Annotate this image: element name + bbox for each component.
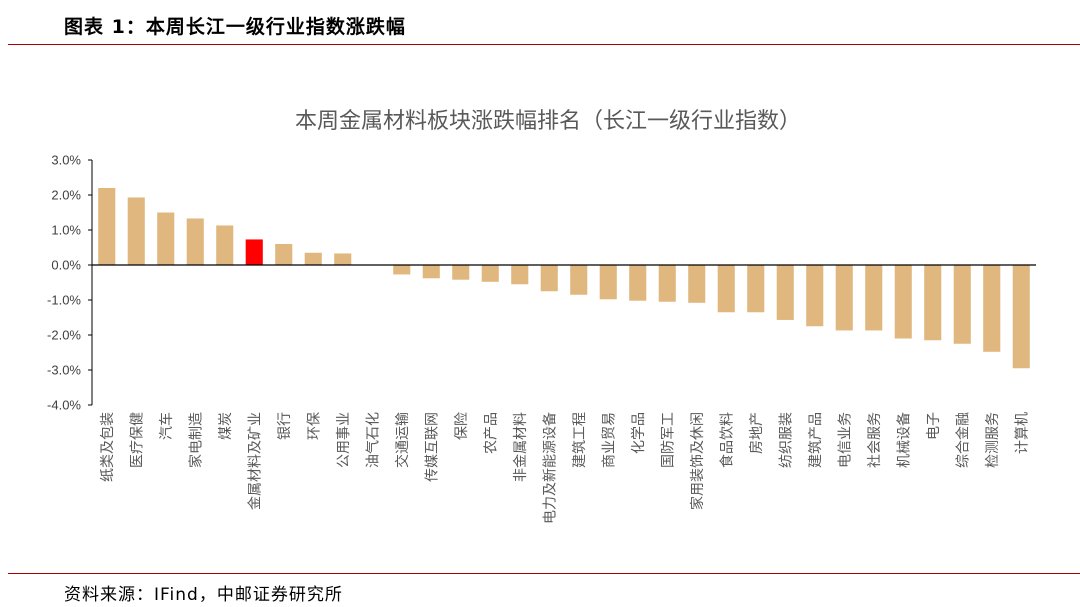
- bar: [511, 265, 529, 285]
- bar: [334, 253, 352, 265]
- bar: [216, 225, 234, 265]
- bar: [98, 188, 116, 265]
- bar: [924, 265, 942, 341]
- x-tick-label: 家电制造: [187, 412, 204, 468]
- x-tick-label: 房地产: [749, 412, 765, 454]
- y-tick-label: 0.0%: [51, 258, 81, 273]
- bar: [481, 265, 499, 282]
- bar: [275, 244, 293, 265]
- y-tick-label: 3.0%: [51, 153, 81, 168]
- bar: [245, 239, 263, 265]
- footer-divider: [8, 573, 1080, 574]
- x-tick-label: 交通运输: [394, 412, 411, 468]
- x-tick-label: 建筑工程: [572, 412, 588, 468]
- bar: [452, 265, 470, 280]
- bar: [865, 265, 883, 331]
- bars-layer: [98, 188, 1030, 369]
- bar: [393, 265, 411, 275]
- x-tick-label: 家用装饰及休闲: [689, 412, 706, 510]
- x-tick-label: 传媒互联网: [424, 412, 440, 482]
- source-note: 资料来源：IFind，中邮证券研究所: [64, 585, 343, 605]
- x-tick-label: 纸类及包装: [100, 412, 116, 482]
- bar: [835, 265, 853, 331]
- x-axis-ticks: 纸类及包装 医疗保健 汽车 家电制造 煤炭 金属材料及矿业 银行 环保 公用事业 油气石化 交通运输…: [100, 412, 1031, 524]
- x-tick-label: 银行: [277, 412, 293, 440]
- x-tick-label: 社会服务: [867, 412, 883, 468]
- x-tick-label: 环保: [306, 412, 322, 440]
- x-tick-label: 商业贸易: [601, 412, 617, 468]
- bar: [570, 265, 588, 295]
- bar: [953, 265, 971, 344]
- x-tick-label: 煤炭: [218, 412, 234, 440]
- x-tick-label: 医疗保健: [129, 412, 145, 468]
- page-title: 图表 1：本周长江一级行业指数涨跌幅: [64, 16, 406, 38]
- x-tick-label: 国防军工: [660, 412, 676, 468]
- bar: [304, 252, 322, 265]
- header-divider: [8, 44, 1080, 45]
- bar: [186, 218, 204, 265]
- bar: [1012, 265, 1030, 369]
- x-tick-label: 电子: [926, 412, 942, 440]
- bar: [422, 265, 440, 279]
- x-tick-label: 纺织服装: [778, 412, 794, 468]
- y-tick-label: -4.0%: [47, 398, 81, 413]
- bar: [747, 265, 765, 313]
- bar: [806, 265, 824, 327]
- bar: [894, 265, 912, 339]
- x-tick-label: 非金属材料: [513, 412, 529, 482]
- bar: [599, 265, 617, 300]
- x-tick-label: 保险: [454, 412, 470, 440]
- x-tick-label: 电信业务: [837, 412, 853, 468]
- bar: [688, 265, 706, 303]
- x-tick-label: 综合金融: [955, 412, 971, 468]
- x-tick-label: 油气石化: [365, 412, 381, 468]
- bar: [629, 265, 647, 301]
- x-tick-label: 建筑产品: [808, 412, 824, 468]
- chart-title: 本周金属材料板块涨跌幅排名（长江一级行业指数）: [295, 109, 801, 134]
- x-tick-label: 检测服务: [985, 412, 1001, 468]
- x-tick-label: 公用事业: [336, 412, 352, 468]
- x-tick-label: 农产品: [483, 412, 499, 454]
- bar: [157, 212, 175, 265]
- y-tick-label: 1.0%: [51, 223, 81, 238]
- x-tick-label: 机械设备: [895, 412, 912, 468]
- bar: [776, 265, 794, 320]
- y-tick-label: -1.0%: [47, 293, 81, 308]
- x-tick-label: 金属材料及矿业: [247, 412, 263, 510]
- x-tick-label: 汽车: [158, 412, 175, 440]
- y-tick-label: 2.0%: [51, 188, 81, 203]
- y-tick-label: -3.0%: [47, 363, 81, 378]
- y-tick-label: -2.0%: [47, 328, 81, 343]
- x-tick-label: 食品饮料: [718, 412, 735, 468]
- bar: [717, 265, 735, 313]
- x-tick-label: 化学品: [631, 412, 647, 454]
- bar: [983, 265, 1001, 352]
- bar: [540, 265, 558, 292]
- bar: [658, 265, 676, 302]
- x-tick-label: 电力及新能源设备: [541, 412, 558, 524]
- y-axis-ticks: 3.0% 2.0% 1.0% 0.0% -1.0% -2.0% -3.0% -4.0%: [47, 153, 92, 413]
- bar: [127, 197, 145, 265]
- x-tick-label: 计算机: [1014, 412, 1030, 454]
